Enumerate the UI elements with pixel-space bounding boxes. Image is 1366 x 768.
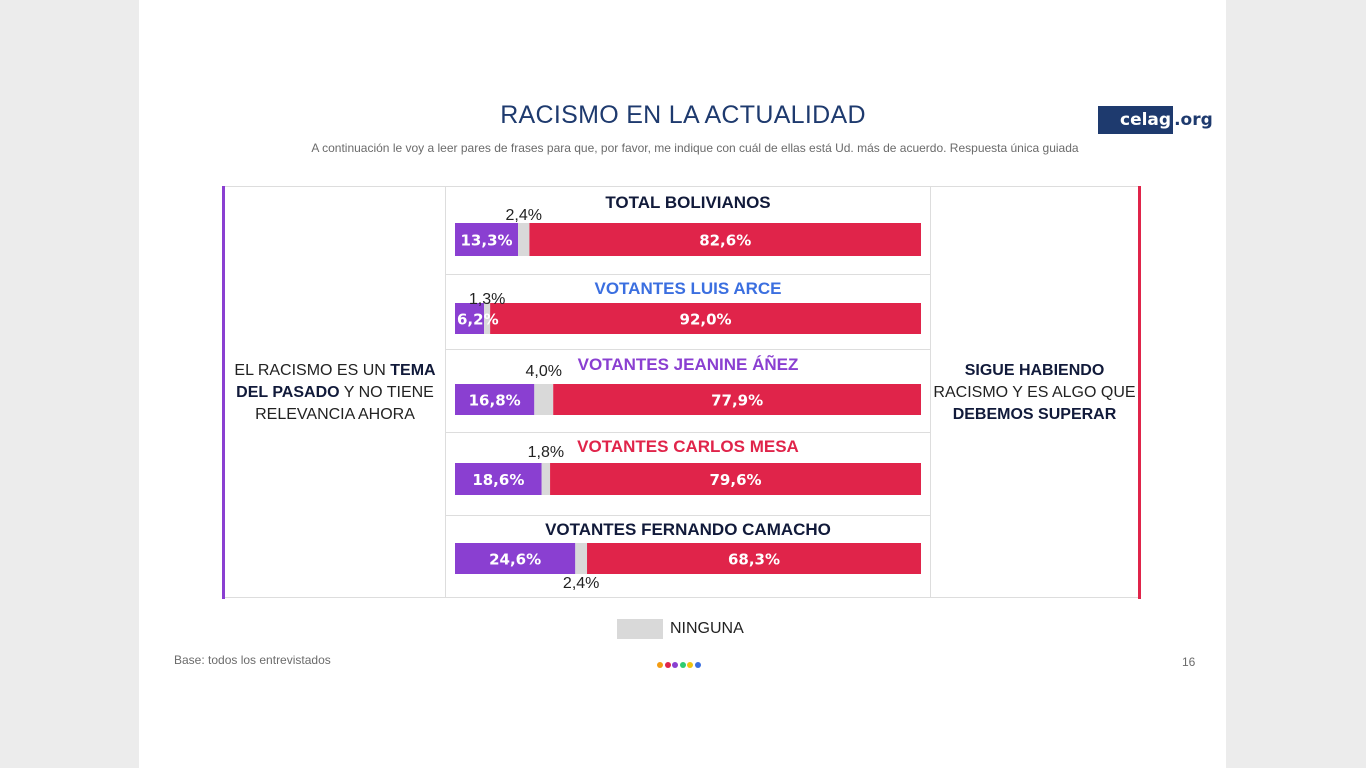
data-label-ninguna: 1,8% xyxy=(528,444,564,461)
brand-dot xyxy=(657,662,663,668)
right-accent-bar xyxy=(1138,186,1141,599)
celag-logo[interactable]: celag .org xyxy=(1098,106,1213,134)
page-number: 16 xyxy=(1182,655,1196,669)
left-accent-bar xyxy=(222,186,225,599)
bar-segment-ninguna xyxy=(534,384,554,415)
data-label-pasado: 16,8% xyxy=(469,392,521,410)
data-label-superar: 79,6% xyxy=(710,471,762,489)
bar-segment-pasado xyxy=(455,303,485,334)
brand-dot xyxy=(672,662,678,668)
bar-segment-pasado xyxy=(455,543,576,574)
page-title: RACISMO EN LA ACTUALIDAD xyxy=(500,101,866,129)
data-label-ninguna: 2,4% xyxy=(506,207,542,224)
bar-segment-pasado xyxy=(455,384,535,415)
right-option-label: SIGUE HABIENDO RACISMO Y ES ALGO QUE DEB… xyxy=(933,362,1136,423)
page-subtitle: A continuación le voy a leer pares de fr… xyxy=(311,141,1079,155)
category-title: VOTANTES LUIS ARCE xyxy=(594,279,781,298)
bar-segment-pasado xyxy=(455,223,519,256)
bar-segment-superar xyxy=(553,384,921,415)
category-title: TOTAL BOLIVIANOS xyxy=(605,193,770,212)
bar-segment-ninguna xyxy=(541,463,551,495)
brand-dots xyxy=(657,662,702,668)
data-label-superar: 92,0% xyxy=(680,311,732,329)
logo-brand: celag xyxy=(1098,106,1174,134)
data-label-pasado: 18,6% xyxy=(472,471,524,489)
divider-left xyxy=(445,186,446,598)
data-label-pasado: 13,3% xyxy=(461,232,513,250)
data-label-superar: 77,9% xyxy=(711,392,763,410)
data-label-pasado: 24,6% xyxy=(489,551,541,569)
bar-segment-superar xyxy=(490,303,921,334)
category-title: VOTANTES FERNANDO CAMACHO xyxy=(545,520,831,539)
left-option-label: EL RACISMO ES UN TEMA DEL PASADO Y NO TI… xyxy=(234,362,436,423)
bar-segment-superar xyxy=(529,223,921,256)
category-title: VOTANTES CARLOS MESA xyxy=(577,437,799,456)
base-note: Base: todos los entrevistados xyxy=(174,653,331,667)
row-divider xyxy=(445,515,930,516)
brand-dot xyxy=(679,662,686,668)
bar-segment-ninguna xyxy=(484,303,491,334)
legend-swatch-ninguna xyxy=(617,619,663,639)
category-title: VOTANTES JEANINE ÁÑEZ xyxy=(578,354,799,374)
data-label-superar: 68,3% xyxy=(728,551,780,569)
bar-segment-superar xyxy=(550,463,921,495)
brand-dot xyxy=(664,662,671,668)
legend: NINGUNA xyxy=(617,619,744,639)
legend-label-ninguna: NINGUNA xyxy=(670,620,744,637)
brand-dot xyxy=(694,662,701,668)
data-label-superar: 82,6% xyxy=(699,232,751,250)
row-divider xyxy=(445,432,930,433)
brand-dot xyxy=(687,662,693,668)
bar-segment-pasado xyxy=(455,463,542,495)
data-label-pasado: 6,2% xyxy=(457,311,499,329)
data-label-ninguna: 1,3% xyxy=(469,291,505,308)
bar-segment-ninguna xyxy=(518,223,530,256)
bar-segment-superar xyxy=(587,543,921,574)
bar-segment-ninguna xyxy=(575,543,588,574)
row-divider xyxy=(445,274,930,275)
divider-right xyxy=(930,186,931,598)
row-divider xyxy=(445,349,930,350)
logo-suffix: .org xyxy=(1174,110,1213,130)
data-label-ninguna: 2,4% xyxy=(563,575,599,592)
data-label-ninguna: 4,0% xyxy=(526,363,562,380)
